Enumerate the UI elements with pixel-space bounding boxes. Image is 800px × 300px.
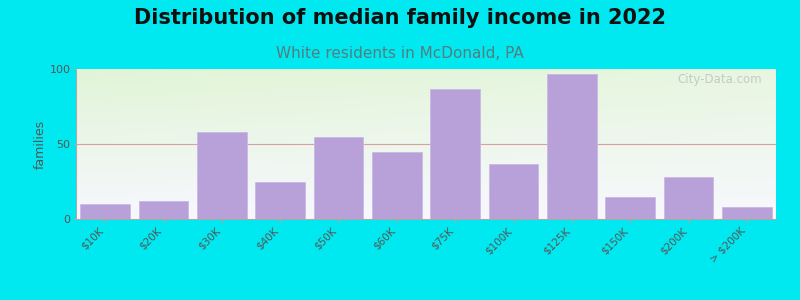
Text: City-Data.com: City-Data.com: [678, 74, 762, 86]
Bar: [547, 74, 597, 219]
Bar: [489, 164, 538, 219]
Bar: [664, 177, 714, 219]
Bar: [722, 207, 772, 219]
Bar: [197, 132, 246, 219]
Bar: [430, 88, 480, 219]
Y-axis label: families: families: [34, 119, 46, 169]
Bar: [606, 196, 655, 219]
Bar: [138, 201, 188, 219]
Bar: [314, 136, 363, 219]
Bar: [255, 182, 305, 219]
Bar: [372, 152, 422, 219]
Text: White residents in McDonald, PA: White residents in McDonald, PA: [276, 46, 524, 62]
Text: Distribution of median family income in 2022: Distribution of median family income in …: [134, 8, 666, 28]
Bar: [80, 204, 130, 219]
